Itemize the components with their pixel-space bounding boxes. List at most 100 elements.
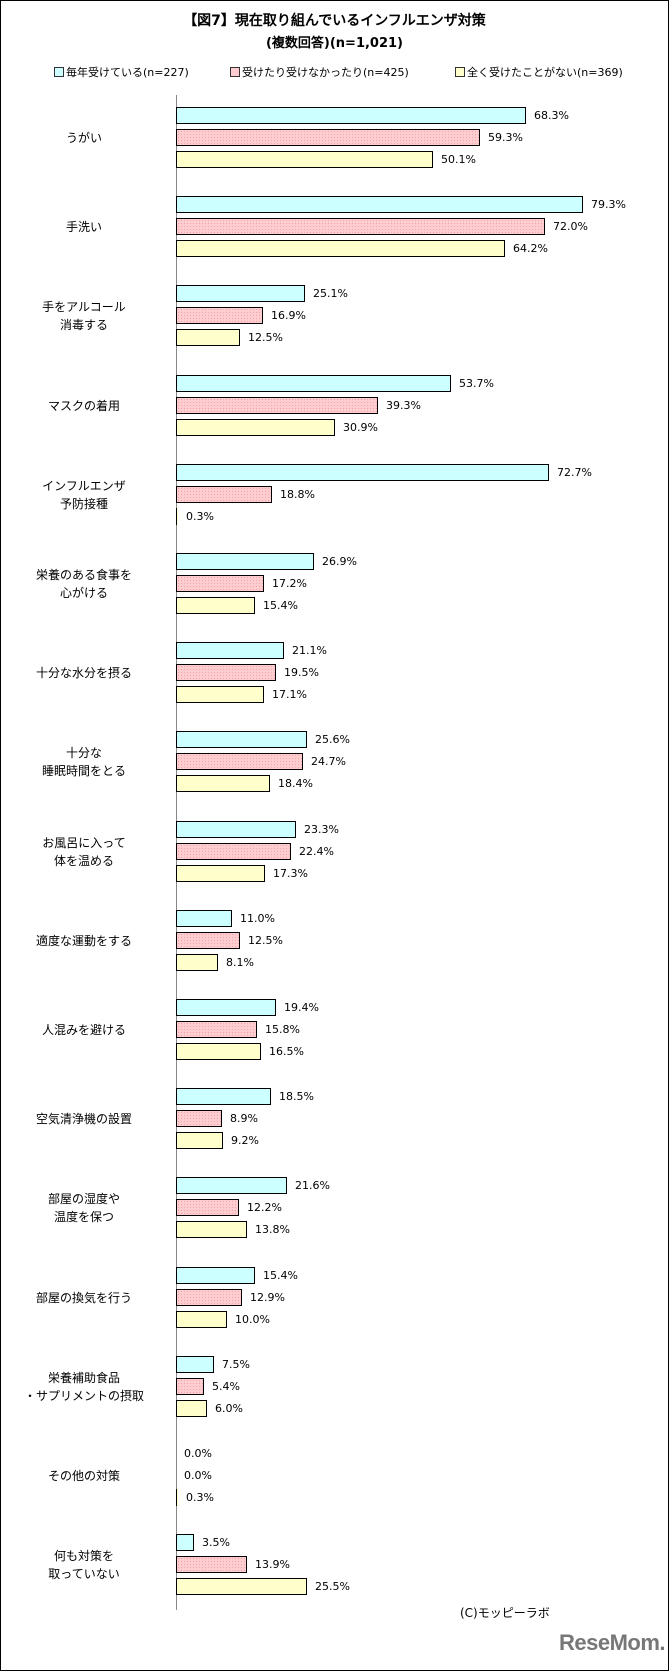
bar — [176, 1177, 287, 1194]
value-label: 19.4% — [284, 1001, 319, 1014]
bar-group: 空気清浄機の設置 18.5% 8.9% 9.2% — [0, 1088, 669, 1154]
category-label: その他の対策 — [47, 1469, 120, 1483]
bar-group: インフルエンザ 予防接種 72.7% 18.8% 0.3% — [0, 464, 669, 530]
value-label: 0.3% — [186, 510, 214, 523]
category-label: 部屋の換気を行う — [35, 1291, 132, 1305]
bar — [176, 731, 307, 748]
value-label: 53.7% — [459, 377, 494, 390]
value-label: 3.5% — [202, 1536, 230, 1549]
bar — [176, 575, 264, 592]
value-label: 21.1% — [292, 644, 327, 657]
bar — [176, 1356, 214, 1373]
bar — [176, 865, 265, 882]
legend-label: 受けたり受けなかったり(n=425) — [242, 66, 409, 79]
bar-group: 適度な運動をする 11.0% 12.5% 8.1% — [0, 910, 669, 976]
value-label: 19.5% — [284, 666, 319, 679]
bar — [176, 1021, 257, 1038]
bar — [176, 1289, 242, 1306]
bar-group: うがい 68.3% 59.3% 50.1% — [0, 107, 669, 173]
value-label: 25.6% — [315, 733, 350, 746]
bar — [176, 151, 433, 168]
value-label: 17.1% — [272, 688, 307, 701]
bar-group: 十分な 睡眠時間をとる 25.6% 24.7% 18.4% — [0, 731, 669, 797]
value-label: 39.3% — [386, 399, 421, 412]
legend-swatch-icon — [455, 67, 465, 77]
value-label: 68.3% — [534, 109, 569, 122]
category-label: 何も対策を 取っていない — [48, 1549, 120, 1581]
bar — [176, 932, 240, 949]
bar — [176, 821, 296, 838]
value-label: 17.3% — [273, 867, 308, 880]
bar — [176, 1110, 222, 1127]
bar — [176, 486, 272, 503]
value-label: 15.4% — [263, 1269, 298, 1282]
bar — [176, 1489, 178, 1506]
value-label: 13.9% — [255, 1558, 290, 1571]
value-label: 12.5% — [248, 934, 283, 947]
bar — [176, 419, 335, 436]
value-label: 8.9% — [230, 1112, 258, 1125]
bar-group: 手をアルコール 消毒する 25.1% 16.9% 12.5% — [0, 285, 669, 351]
value-label: 15.4% — [263, 599, 298, 612]
bar-group: お風呂に入って 体を温める 23.3% 22.4% 17.3% — [0, 821, 669, 887]
bar — [176, 999, 276, 1016]
bar-group: その他の対策 0.0% 0.0% 0.3% — [0, 1445, 669, 1511]
category-label: 部屋の湿度や 温度を保つ — [47, 1192, 120, 1224]
bar — [176, 218, 545, 235]
chart-subtitle: (複数回答)(n=1,021) — [265, 36, 404, 51]
value-label: 22.4% — [299, 845, 334, 858]
credit-text: (C)モッピーラボ — [460, 1606, 550, 1620]
bar — [176, 1578, 307, 1595]
value-label: 6.0% — [215, 1402, 243, 1415]
bar — [176, 508, 178, 525]
bar — [176, 910, 232, 927]
bar — [176, 664, 276, 681]
bar — [176, 1132, 223, 1149]
bar — [176, 753, 303, 770]
bar — [176, 307, 263, 324]
legend-swatch-icon — [230, 67, 240, 77]
category-label: 栄養のある食事を 心がける — [35, 568, 132, 600]
value-label: 72.7% — [557, 466, 592, 479]
bar — [176, 1556, 247, 1573]
chart-title: 【図7】現在取り組んでいるインフルエンザ対策 — [183, 13, 486, 29]
bar — [176, 285, 305, 302]
value-label: 0.3% — [186, 1491, 214, 1504]
value-label: 16.5% — [269, 1045, 304, 1058]
value-label: 26.9% — [322, 555, 357, 568]
bar-group: 栄養のある食事を 心がける 26.9% 17.2% 15.4% — [0, 553, 669, 619]
bar-group: 部屋の換気を行う 15.4% 12.9% 10.0% — [0, 1267, 669, 1333]
value-label: 0.0% — [184, 1469, 212, 1482]
value-label: 15.8% — [265, 1023, 300, 1036]
bar — [176, 129, 480, 146]
value-label: 23.3% — [304, 823, 339, 836]
value-label: 17.2% — [272, 577, 307, 590]
value-label: 13.8% — [255, 1223, 290, 1236]
value-label: 50.1% — [441, 153, 476, 166]
bar-group: 何も対策を 取っていない 3.5% 13.9% 25.5% — [0, 1534, 669, 1600]
bar — [176, 196, 583, 213]
bar — [176, 1221, 247, 1238]
category-label: マスクの着用 — [47, 399, 120, 413]
value-label: 79.3% — [591, 198, 626, 211]
value-label: 30.9% — [343, 421, 378, 434]
bar-group: 栄養補助食品 ・サプリメントの摂取 7.5% 5.4% 6.0% — [0, 1356, 669, 1422]
bar-group: 人混みを避ける 19.4% 15.8% 16.5% — [0, 999, 669, 1065]
value-label: 24.7% — [311, 755, 346, 768]
value-label: 18.8% — [280, 488, 315, 501]
value-label: 18.5% — [279, 1090, 314, 1103]
bar-group: 手洗い 79.3% 72.0% 64.2% — [0, 196, 669, 262]
legend-label: 全く受けたことがない(n=369) — [467, 66, 623, 79]
legend-item-never: 全く受けたことがない(n=369) — [455, 64, 623, 80]
bar — [176, 1400, 207, 1417]
legend-item-sometimes: 受けたり受けなかったり(n=425) — [230, 64, 409, 80]
value-label: 0.0% — [184, 1447, 212, 1460]
value-label: 25.1% — [313, 287, 348, 300]
value-label: 59.3% — [488, 131, 523, 144]
value-label: 16.9% — [271, 309, 306, 322]
bar-group: 部屋の湿度や 温度を保つ 21.6% 12.2% 13.8% — [0, 1177, 669, 1243]
value-label: 12.5% — [248, 331, 283, 344]
bar — [176, 775, 270, 792]
category-label: うがい — [65, 131, 102, 145]
bar — [176, 1534, 194, 1551]
